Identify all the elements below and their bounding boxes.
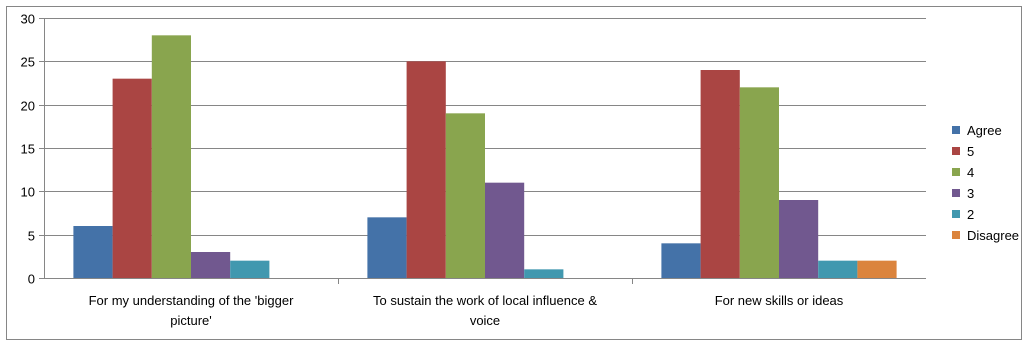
- y-tick-label: 25: [21, 55, 35, 70]
- x-category-label: For new skills or ideas: [715, 293, 844, 308]
- bar-disagree-cat-2: [857, 260, 897, 278]
- axis-labels: 0 5 10 15 20 25 30 For my understanding of the …: [21, 12, 844, 329]
- legend-label: 3: [967, 186, 974, 201]
- x-category-label: To sustain the work of local influence &: [373, 293, 597, 308]
- bar-4-cat-2: [739, 87, 779, 278]
- legend-swatch: [952, 147, 960, 155]
- legend-swatch: [952, 126, 960, 134]
- bar-2-cat-0: [230, 260, 270, 278]
- bar-3-cat-0: [191, 252, 231, 278]
- y-tick-label: 15: [21, 142, 35, 157]
- bar-2-cat-1: [524, 269, 564, 278]
- bar-4-cat-1: [445, 113, 485, 278]
- bar-3-cat-1: [485, 182, 525, 278]
- bar-5-cat-0: [112, 78, 152, 278]
- legend-swatch: [952, 168, 960, 176]
- y-tick-label: 20: [21, 99, 35, 114]
- legend-label: 5: [967, 144, 974, 159]
- bar-3-cat-2: [779, 200, 819, 278]
- y-tick-label: 30: [21, 12, 35, 27]
- y-tick-label: 0: [28, 272, 35, 287]
- legend-swatch: [952, 231, 960, 239]
- bar-4-cat-0: [151, 35, 191, 278]
- legend-label: Agree: [967, 123, 1002, 138]
- y-tick-label: 5: [28, 229, 35, 244]
- y-tick-label: 10: [21, 185, 35, 200]
- legend-label: Disagree: [967, 228, 1019, 243]
- bar-agree-cat-2: [661, 243, 701, 278]
- legend-swatch: [952, 210, 960, 218]
- bar-agree-cat-0: [73, 226, 113, 278]
- bar-5-cat-1: [406, 61, 446, 278]
- bars: [73, 35, 897, 278]
- bar-5-cat-2: [700, 70, 740, 278]
- legend-label: 4: [967, 165, 974, 180]
- x-category-label: picture': [170, 313, 212, 328]
- legend-swatch: [952, 189, 960, 197]
- bar-2-cat-2: [818, 260, 858, 278]
- x-category-label: voice: [470, 313, 500, 328]
- x-category-label: For my understanding of the 'bigger: [89, 293, 294, 308]
- legend-label: 2: [967, 207, 974, 222]
- legend: Agree 5 4 3 2 Disagree: [952, 123, 1019, 243]
- bar-agree-cat-1: [367, 217, 407, 278]
- axes: [39, 18, 926, 284]
